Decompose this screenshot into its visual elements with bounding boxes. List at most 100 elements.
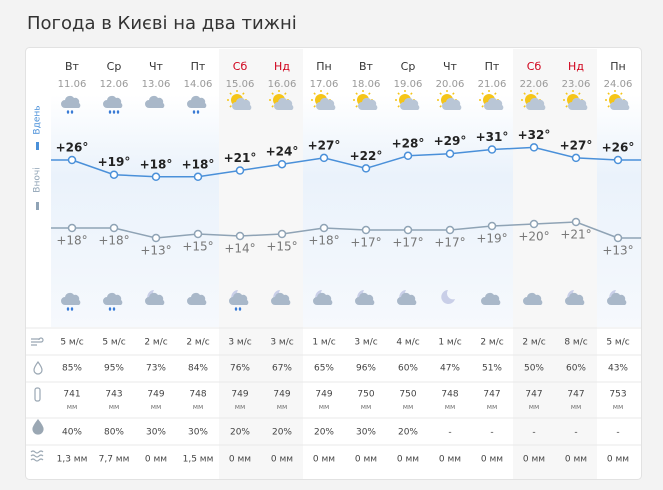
- pressure: 749: [231, 390, 248, 400]
- precip-prob: 30%: [146, 428, 166, 438]
- pressure-unit: мм: [571, 403, 582, 411]
- day_temp-point: [151, 172, 161, 182]
- day-marker: [36, 142, 39, 150]
- humidity: 84%: [188, 364, 208, 374]
- weekday: Нд: [274, 60, 290, 73]
- cloud: [481, 292, 501, 305]
- weather-icon: [395, 90, 420, 110]
- day_temp-label: +19°: [98, 155, 131, 169]
- sun-ray: [355, 105, 358, 108]
- title: Погода в Києві на два тижні: [27, 13, 297, 34]
- weekday: Пн: [316, 60, 331, 73]
- cloud: [397, 292, 417, 305]
- humidity: 67%: [272, 364, 292, 374]
- precipitation: 0 мм: [439, 455, 461, 465]
- pressure-unit: мм: [613, 403, 624, 411]
- date: 22.06: [520, 79, 549, 90]
- sun-ray: [313, 92, 316, 95]
- moon: [441, 290, 455, 304]
- weekday: Чт: [149, 60, 164, 73]
- pressure: 749: [147, 390, 164, 400]
- precipitation: 0 мм: [565, 455, 587, 465]
- day_temp-point: [613, 155, 623, 165]
- weather-icon: [61, 292, 81, 311]
- wind: 4 м/с: [396, 338, 419, 348]
- night_temp-label: +14°: [224, 242, 255, 256]
- pressure: 743: [105, 390, 122, 400]
- night_temp-line: [72, 221, 619, 239]
- wind: 2 м/с: [480, 338, 503, 348]
- pressure: 747: [567, 390, 584, 400]
- precipitation: 0 мм: [355, 455, 377, 465]
- weekday: Ср: [401, 60, 416, 73]
- night_temp-point: [277, 229, 287, 239]
- humidity: 50%: [524, 364, 544, 374]
- precipitation: 7,7 мм: [99, 455, 130, 465]
- weather-icon: [479, 90, 504, 110]
- pressure: 748: [441, 390, 458, 400]
- weather-icon: [145, 290, 165, 305]
- drop: [108, 307, 112, 311]
- date: 11.06: [58, 79, 87, 90]
- humidity: 51%: [482, 364, 502, 374]
- sun-ray: [271, 105, 274, 108]
- weekday: Пт: [485, 60, 500, 73]
- date: 23.06: [562, 79, 591, 90]
- weather-icon: [229, 290, 249, 311]
- precipitation: 0 мм: [481, 455, 503, 465]
- weekday: Сб: [233, 60, 248, 73]
- weather-icon: [187, 292, 207, 305]
- night-label: Вночі: [33, 167, 43, 192]
- cloud: [523, 292, 543, 305]
- day_temp-label: +21°: [224, 151, 257, 165]
- sun-ray: [452, 92, 455, 95]
- night_temp-point: [571, 217, 581, 227]
- weekday: Нд: [568, 60, 584, 73]
- humidity: 85%: [62, 364, 82, 374]
- weather-icon: [605, 90, 630, 110]
- cloud: [187, 292, 207, 305]
- pressure-icon: [34, 387, 41, 402]
- sun-ray: [481, 105, 484, 108]
- weather-icon: [269, 90, 294, 110]
- night_temp-label: +21°: [560, 228, 591, 242]
- cloud: [400, 97, 420, 110]
- cloud: [145, 292, 165, 305]
- night_temp-label: +18°: [56, 234, 87, 248]
- sun-ray: [523, 105, 526, 108]
- day_temp-label: +18°: [182, 157, 215, 171]
- date: 17.06: [310, 79, 339, 90]
- cloud: [526, 97, 546, 110]
- weather-icon: [145, 95, 165, 108]
- wind-icon: [31, 337, 44, 346]
- cloud: [61, 95, 81, 108]
- sun-ray: [229, 105, 232, 108]
- night_temp-point: [319, 223, 329, 233]
- weather-icon: [565, 290, 585, 305]
- night_temp-point: [193, 229, 203, 239]
- sun-ray: [439, 92, 442, 95]
- sun-ray: [578, 92, 581, 95]
- wind: 3 м/с: [270, 338, 293, 348]
- weather-icon: [397, 290, 417, 305]
- precip-prob: -: [574, 428, 577, 438]
- night_temp-point: [613, 233, 623, 243]
- weekend-column: [261, 49, 303, 479]
- drop: [116, 110, 120, 114]
- wind: 8 м/с: [564, 338, 587, 348]
- day_temp-label: +26°: [602, 141, 635, 155]
- pressure: 747: [525, 390, 542, 400]
- night_temp-label: +17°: [392, 236, 423, 250]
- sun-ray: [229, 92, 232, 95]
- night_temp-label: +17°: [434, 236, 465, 250]
- sun-ray: [620, 92, 623, 95]
- day_temp-point: [109, 170, 119, 179]
- pressure-unit: мм: [487, 403, 498, 411]
- wind: 1 м/с: [312, 338, 335, 348]
- day_temp-point: [361, 164, 371, 173]
- day_temp-point: [193, 172, 203, 182]
- drop: [238, 307, 242, 311]
- weather-icon: [61, 95, 81, 114]
- night_temp-point: [67, 223, 77, 233]
- date: 12.06: [100, 79, 129, 90]
